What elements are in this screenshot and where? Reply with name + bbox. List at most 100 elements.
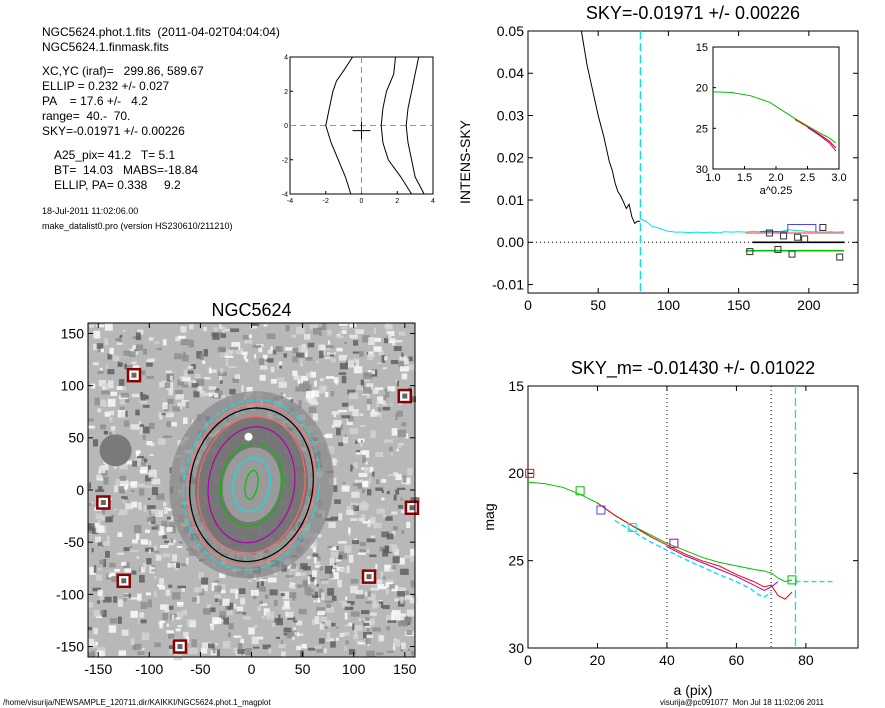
inset-x-tick-label: 2.0 [768,172,783,184]
param-ellip: ELLIP = 0.232 +/- 0.027 [42,79,170,93]
image-noise [370,535,376,540]
image-noise [340,424,343,430]
image-noise [218,371,227,376]
image-noise [401,530,404,534]
image-noise [162,339,167,346]
image-noise [88,652,95,657]
image-noise [154,642,161,648]
image-noise [139,469,146,473]
image-noise [164,604,170,613]
image-noise [376,479,380,484]
contour-y-tick-label: -2 [282,157,288,164]
image-noise [105,364,109,369]
image-noise [330,516,338,521]
image-noise [298,608,307,615]
image-noise [349,555,354,563]
image-noise [286,630,295,639]
image-noise [178,541,183,544]
sky-profile-panel: 0 50 100 150 200 -0.01 0.00 0.01 0.02 0.03 0.04 0.0… [457,3,859,313]
image-noise [107,380,114,389]
image-noise [157,438,166,445]
image-noise [398,557,405,565]
image-noise [325,392,329,398]
image-noise [314,616,320,625]
image-noise [258,636,264,640]
image-noise [146,441,153,446]
image-noise [381,531,389,538]
image-noise [307,342,315,348]
image-noise [389,584,395,589]
image-noise [319,350,324,359]
image-noise [143,504,147,513]
image-noise [405,590,409,599]
inset-series-line [807,127,837,152]
image-noise [209,367,212,374]
image-noise [116,386,123,390]
image-noise [408,364,416,371]
image-noise [385,614,394,623]
image-noise [314,557,317,564]
image-noise [322,435,331,438]
image-noise [129,351,136,357]
image-noise [348,622,353,626]
isophote-ellipse [219,442,284,527]
sky-square-marker [780,232,788,240]
image-noise [308,574,315,582]
image-noise [176,546,183,548]
image-noise [280,640,284,646]
image-noise [174,390,183,395]
image-noise [292,347,299,354]
image-noise [225,358,229,367]
image-noise [256,578,259,583]
image-noise [182,609,187,616]
image-noise [126,460,136,465]
image-noise [260,603,268,606]
image-noise [263,361,269,364]
sky-square-marker [794,233,802,241]
image-y-tick-label: 150 [61,325,85,341]
image-noise [204,377,211,380]
mag-x-tick-label: 20 [590,652,606,668]
image-noise [251,636,259,644]
image-noise [89,325,95,328]
image-noise [347,357,357,363]
image-noise [169,467,172,474]
image-noise [140,394,147,401]
image-noise [148,516,153,521]
image-noise [223,617,229,625]
image-noise [370,587,380,591]
footer-path: /home/visurija/NEWSAMPLE_120711.dir/KAIK… [3,698,271,707]
image-noise [147,505,156,510]
image-noise [96,615,103,618]
image-noise [181,400,189,407]
image-noise [403,358,409,365]
image-noise [384,338,389,344]
image-noise [119,486,125,493]
image-noise [120,392,129,398]
image-noise [96,574,103,581]
image-noise [114,568,121,572]
image-noise [151,526,158,530]
image-noise [405,433,409,439]
image-noise [349,649,356,655]
image-noise [158,412,162,417]
image-noise [290,563,297,569]
image-noise [104,338,109,346]
image-noise [329,571,334,579]
image-noise [214,390,223,398]
image-noise [387,386,396,392]
mag-x-tick-label: 60 [729,652,745,668]
image-noise [344,606,354,610]
image-noise [130,424,140,430]
image-noise [358,617,366,622]
image-noise [292,356,298,363]
mag-xlabel: a (pix) [674,682,713,698]
image-noise [303,334,311,340]
image-noise [391,612,399,621]
image-noise [401,352,404,358]
image-noise [342,481,347,485]
image-x-tick-label: -100 [135,661,163,677]
image-noise [123,420,130,427]
foreground-star [244,432,253,441]
image-noise [387,474,393,477]
